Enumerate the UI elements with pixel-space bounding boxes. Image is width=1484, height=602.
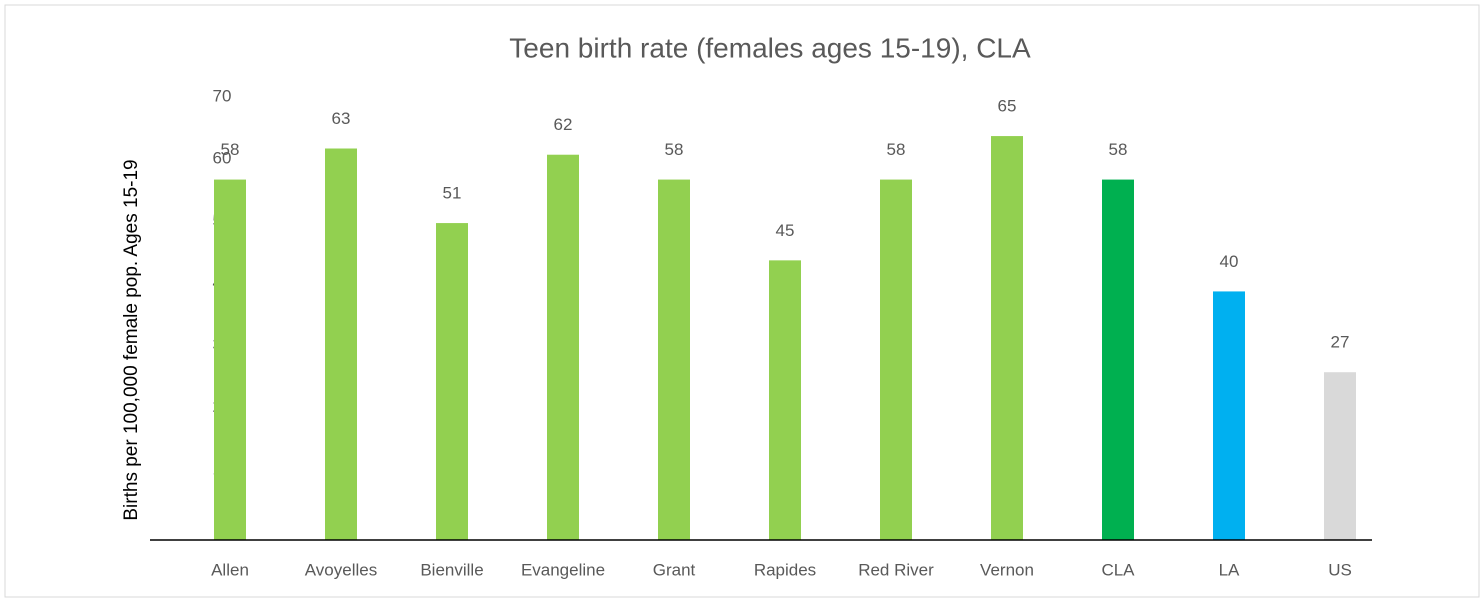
bar — [214, 179, 246, 541]
bar — [658, 179, 690, 541]
bar — [1324, 372, 1356, 540]
x-tick-label: US — [1328, 560, 1352, 579]
bar — [1213, 291, 1245, 540]
data-label: 45 — [776, 221, 795, 240]
data-label: 40 — [1220, 252, 1239, 271]
data-label: 51 — [443, 184, 462, 203]
x-tick-label: Grant — [653, 560, 696, 579]
x-tick-label: Evangeline — [521, 560, 605, 579]
x-tick-label: Vernon — [980, 560, 1034, 579]
x-tick-label: Allen — [211, 560, 249, 579]
x-tick-label: Bienville — [420, 560, 483, 579]
y-axis-label: Births per 100,000 female pop. Ages 15-1… — [121, 159, 142, 520]
bar — [880, 179, 912, 541]
y-tick-label: 70 — [213, 86, 232, 105]
data-label: 58 — [221, 140, 240, 159]
bar — [1102, 179, 1134, 541]
bar — [436, 223, 468, 541]
data-label: 58 — [887, 140, 906, 159]
bar — [769, 260, 801, 540]
data-label: 65 — [998, 97, 1017, 116]
x-tick-label: LA — [1219, 560, 1240, 579]
bar — [325, 148, 357, 540]
x-tick-label: CLA — [1101, 560, 1135, 579]
bar — [547, 154, 579, 540]
data-label: 63 — [332, 109, 351, 128]
y-tick-label: 60 — [213, 149, 232, 168]
data-label: 62 — [554, 115, 573, 134]
data-label: 58 — [1109, 140, 1128, 159]
data-label: 58 — [665, 140, 684, 159]
x-tick-label: Rapides — [754, 560, 816, 579]
bar — [991, 136, 1023, 541]
data-label: 27 — [1331, 333, 1350, 352]
x-tick-label: Red River — [858, 560, 934, 579]
x-tick-label: Avoyelles — [305, 560, 377, 579]
chart-title: Teen birth rate (females ages 15-19), CL… — [509, 32, 1031, 63]
